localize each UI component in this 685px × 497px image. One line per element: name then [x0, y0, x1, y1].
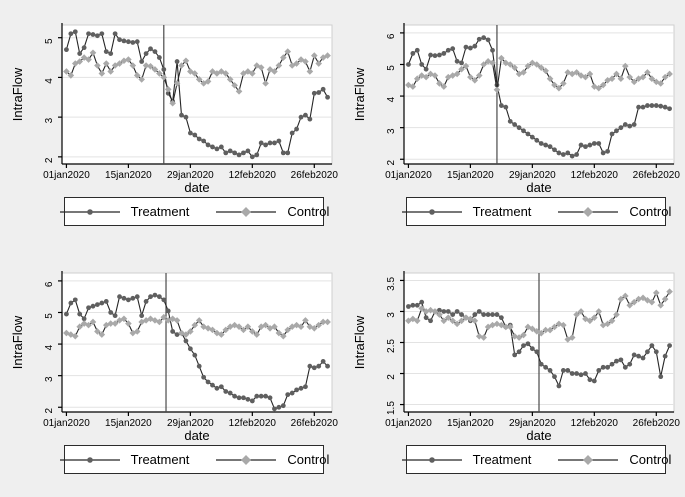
chart-panel-bottom-left: 2 3 4 5 6 01jan2020 15jan2020 29jan2020 12feb202… — [0, 248, 342, 497]
control-line-sample-icon — [216, 206, 277, 217]
svg-text:4: 4 — [386, 96, 397, 102]
chart-panel-top-left: 2 3 4 5 01jan2020 15jan2020 29jan2020 12feb2020… — [0, 0, 342, 248]
svg-text:01jan2020: 01jan2020 — [385, 170, 432, 181]
line-plot-top-right: 2 3 4 5 6 01jan2020 15jan2020 29jan2020 12feb202… — [352, 23, 681, 195]
svg-text:2: 2 — [386, 374, 397, 380]
legend-bottom-left: Treatment Control — [59, 445, 329, 474]
line-plot-bottom-left: 2 3 4 5 6 01jan2020 15jan2020 29jan2020 12feb202… — [10, 271, 339, 443]
svg-text:IntraFlow: IntraFlow — [352, 315, 367, 369]
legend-label-treatment: Treatment — [130, 204, 190, 219]
control-line-sample-icon — [558, 454, 619, 465]
svg-text:29jan2020: 29jan2020 — [509, 418, 556, 429]
legend-item-control: Control — [557, 205, 671, 218]
svg-text:date: date — [526, 180, 551, 195]
legend-item-treatment: Treatment — [59, 452, 190, 467]
svg-text:2.5: 2.5 — [386, 339, 397, 353]
treatment-line-sample-icon — [401, 456, 462, 463]
legend-item-treatment: Treatment — [401, 204, 532, 219]
treatment-line-sample-icon — [59, 456, 120, 463]
svg-text:15jan2020: 15jan2020 — [447, 418, 494, 429]
legend-label-control: Control — [629, 204, 672, 219]
svg-text:26feb2020: 26feb2020 — [633, 170, 681, 181]
svg-text:4: 4 — [44, 78, 55, 84]
legend-label-control: Control — [287, 452, 330, 467]
chart-panel-bottom-right: 1.5 2 2.5 3 3.5 01jan2020 15jan2020 29jan2020 12… — [342, 248, 685, 497]
line-plot-top-left: 2 3 4 5 01jan2020 15jan2020 29jan2020 12feb2020… — [10, 23, 339, 195]
svg-text:29jan2020: 29jan2020 — [167, 418, 214, 429]
legend-item-treatment: Treatment — [59, 204, 190, 219]
treatment-line-sample-icon — [401, 208, 462, 215]
svg-text:12feb2020: 12feb2020 — [571, 418, 619, 429]
svg-text:IntraFlow: IntraFlow — [10, 67, 25, 121]
svg-text:3.5: 3.5 — [386, 277, 397, 291]
chart-panel-top-right: 2 3 4 5 6 01jan2020 15jan2020 29jan2020 12feb202… — [342, 0, 685, 248]
svg-text:01jan2020: 01jan2020 — [385, 418, 432, 429]
legend-label-control: Control — [629, 452, 672, 467]
svg-text:3: 3 — [44, 376, 55, 382]
legend-label-treatment: Treatment — [472, 204, 532, 219]
svg-text:date: date — [184, 428, 209, 443]
svg-text:15jan2020: 15jan2020 — [105, 170, 152, 181]
svg-text:5: 5 — [386, 65, 397, 71]
legend-label-treatment: Treatment — [130, 452, 190, 467]
svg-text:IntraFlow: IntraFlow — [10, 315, 25, 369]
legend-top-left: Treatment Control — [59, 197, 329, 226]
svg-text:29jan2020: 29jan2020 — [509, 170, 556, 181]
svg-text:3: 3 — [386, 312, 397, 318]
treatment-line-sample-icon — [59, 208, 120, 215]
svg-text:3: 3 — [386, 128, 397, 134]
legend-top-right: Treatment Control — [401, 197, 671, 226]
svg-text:12feb2020: 12feb2020 — [571, 170, 619, 181]
svg-text:01jan2020: 01jan2020 — [43, 170, 90, 181]
legend-bottom-right: Treatment Control — [401, 445, 671, 474]
svg-text:date: date — [526, 428, 551, 443]
svg-text:4: 4 — [44, 344, 55, 350]
svg-text:date: date — [184, 180, 209, 195]
legend-label-control: Control — [287, 204, 330, 219]
svg-text:26feb2020: 26feb2020 — [291, 418, 339, 429]
line-plot-bottom-right: 1.5 2 2.5 3 3.5 01jan2020 15jan2020 29jan2020 12… — [352, 271, 681, 443]
svg-text:6: 6 — [386, 33, 397, 39]
svg-text:3: 3 — [44, 117, 55, 123]
svg-text:6: 6 — [44, 281, 55, 287]
svg-text:5: 5 — [44, 38, 55, 44]
svg-text:01jan2020: 01jan2020 — [43, 418, 90, 429]
svg-text:5: 5 — [44, 313, 55, 319]
svg-text:15jan2020: 15jan2020 — [105, 418, 152, 429]
legend-item-control: Control — [215, 453, 329, 466]
svg-text:29jan2020: 29jan2020 — [167, 170, 214, 181]
legend-label-treatment: Treatment — [472, 452, 532, 467]
legend-item-control: Control — [215, 205, 329, 218]
svg-text:12feb2020: 12feb2020 — [229, 170, 277, 181]
svg-text:26feb2020: 26feb2020 — [633, 418, 681, 429]
control-line-sample-icon — [216, 454, 277, 465]
control-line-sample-icon — [558, 206, 619, 217]
legend-item-control: Control — [557, 453, 671, 466]
svg-text:15jan2020: 15jan2020 — [447, 170, 494, 181]
svg-text:26feb2020: 26feb2020 — [291, 170, 339, 181]
svg-text:2: 2 — [44, 408, 55, 414]
svg-text:IntraFlow: IntraFlow — [352, 67, 367, 121]
svg-text:2: 2 — [44, 157, 55, 163]
legend-item-treatment: Treatment — [401, 452, 532, 467]
svg-text:12feb2020: 12feb2020 — [229, 418, 277, 429]
svg-text:1.5: 1.5 — [386, 401, 397, 415]
svg-text:2: 2 — [386, 160, 397, 166]
